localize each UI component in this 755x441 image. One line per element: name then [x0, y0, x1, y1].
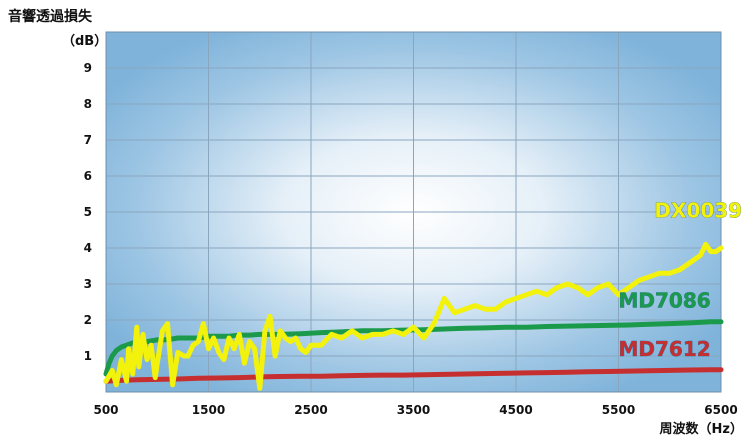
y-tick-label: 5	[84, 205, 92, 219]
y-tick-label: 4	[84, 241, 92, 255]
y-tick-label: 2	[84, 313, 92, 327]
y-tick-label: 8	[84, 97, 92, 111]
x-tick-label: 5500	[602, 403, 635, 417]
y-tick-label: 3	[84, 277, 92, 291]
x-tick-label: 4500	[499, 403, 532, 417]
y-tick-label: 1	[84, 349, 92, 363]
x-tick-labels: 500 1500 2500 3500 4500 5500 6500	[93, 403, 737, 417]
series-line-dx0039	[103, 241, 724, 391]
y-tick-label: 7	[84, 133, 92, 147]
series-label-md7612: MD7612	[619, 337, 711, 361]
y-tick-label: 6	[84, 169, 92, 183]
plot-frame	[105, 31, 722, 393]
series-labels: DX0039 MD7086 MD7612	[618, 198, 742, 361]
x-tick-label: 1500	[192, 403, 225, 417]
y-axis-unit: （dB）	[62, 34, 108, 49]
x-tick-label: 500	[93, 403, 118, 417]
grid	[105, 31, 722, 393]
series-lines	[103, 241, 724, 391]
series-label-md7086: MD7086	[619, 288, 711, 312]
x-tick-label: 3500	[397, 403, 430, 417]
y-tick-labels: 1 2 3 4 5 6 7 8 9	[84, 61, 92, 363]
x-tick-label: 2500	[294, 403, 327, 417]
y-axis-title: 音響透過損失	[8, 9, 92, 25]
y-tick-label: 9	[84, 61, 92, 75]
series-line-md7612	[103, 367, 724, 384]
x-axis-title: 周波数（Hz）	[659, 422, 743, 437]
series-label-dx0039: DX0039	[654, 198, 742, 222]
x-tick-label: 6500	[704, 403, 737, 417]
